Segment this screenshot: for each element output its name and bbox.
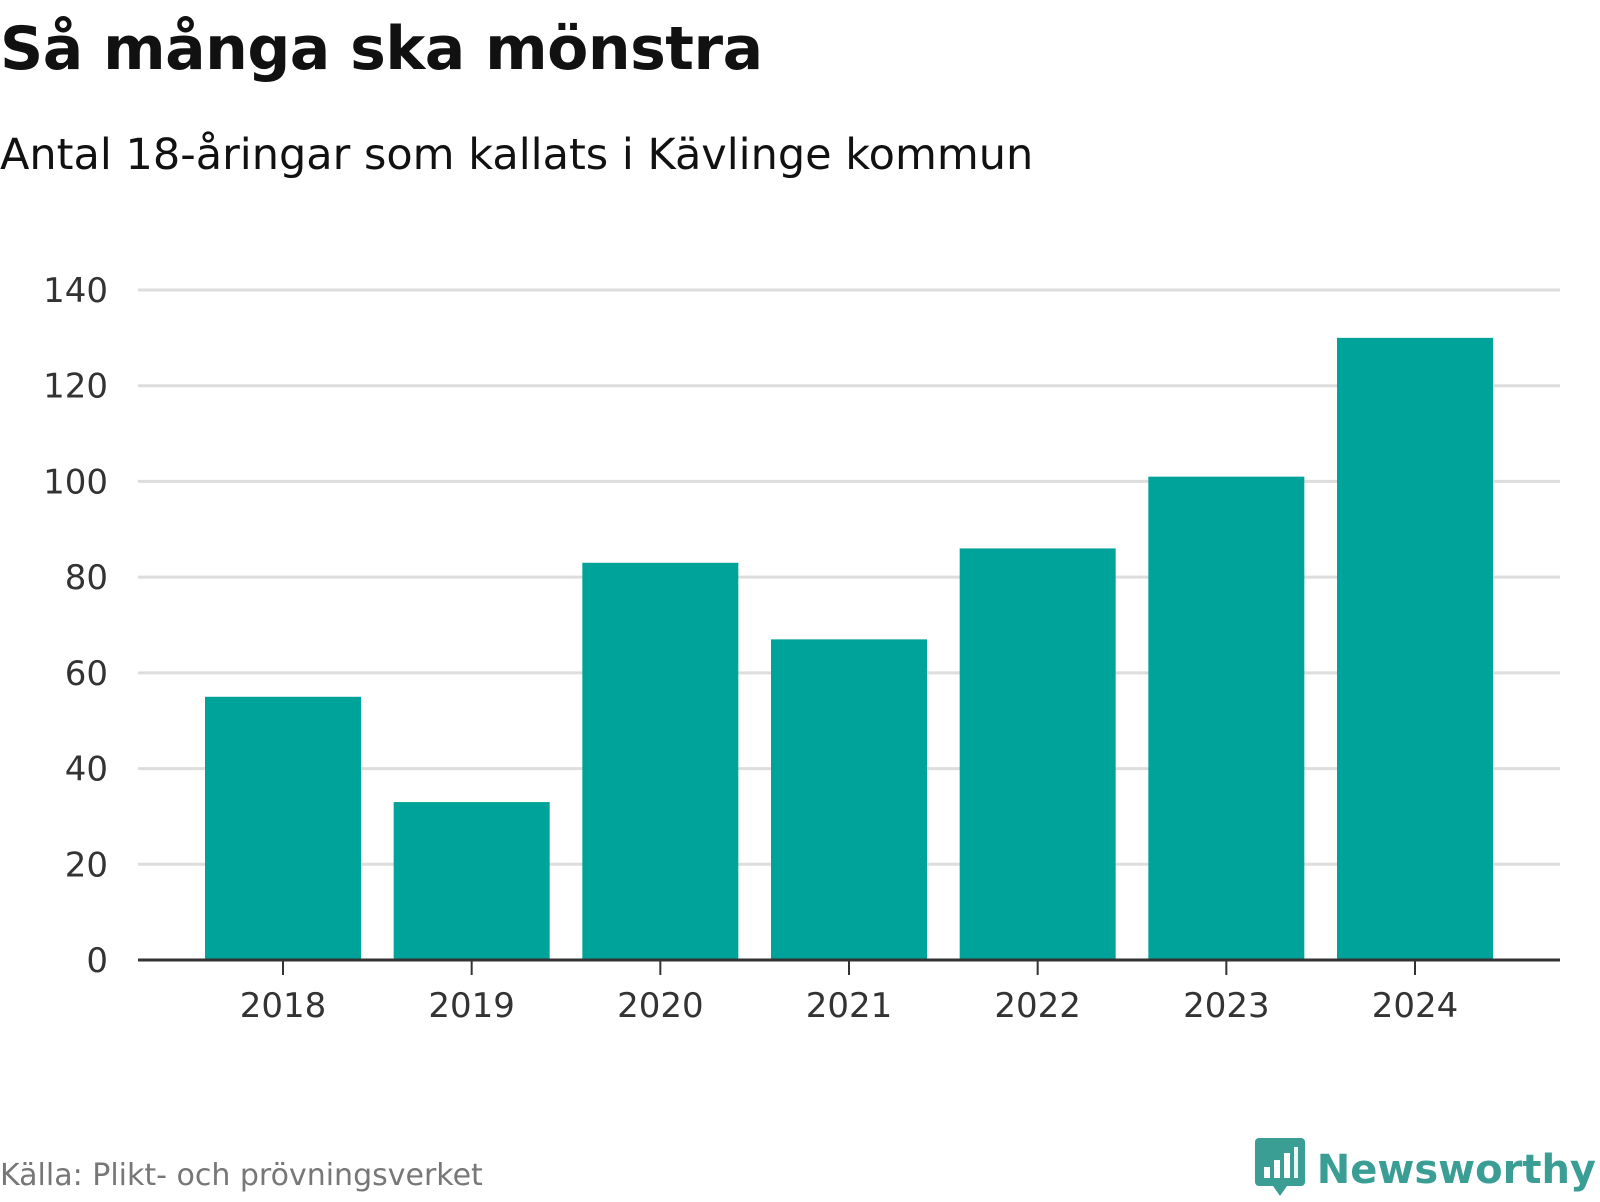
chart-subtitle: Antal 18-åringar som kallats i Kävlinge … bbox=[0, 130, 1034, 180]
bar-2024 bbox=[1337, 337, 1493, 960]
bar-2021 bbox=[771, 639, 927, 960]
y-tick-label: 20 bbox=[65, 845, 108, 885]
y-tick-label: 140 bbox=[43, 271, 108, 311]
bar-2018 bbox=[205, 696, 361, 960]
bar-2022 bbox=[959, 548, 1116, 960]
y-tick-label: 100 bbox=[43, 462, 108, 502]
y-tick-label: 120 bbox=[43, 367, 108, 407]
bar-2023 bbox=[1148, 476, 1305, 960]
x-tick-label: 2018 bbox=[240, 986, 327, 1026]
newsworthy-logo-icon bbox=[1254, 1138, 1305, 1202]
y-tick-label: 60 bbox=[65, 654, 108, 694]
x-tick-label: 2022 bbox=[994, 986, 1081, 1026]
x-tick-label: 2020 bbox=[617, 986, 704, 1026]
x-tick-label: 2019 bbox=[428, 986, 515, 1026]
brand-logo: Newsworthy bbox=[1254, 1138, 1596, 1202]
bars bbox=[205, 337, 1493, 960]
y-tick-labels: 0 20 40 60 80 100 120 140 bbox=[43, 271, 108, 981]
x-tick-label: 2023 bbox=[1183, 986, 1270, 1026]
x-tick-labels: 2018 2019 2020 2021 2022 2023 2024 bbox=[240, 986, 1459, 1026]
source-note: Källa: Plikt- och prövningsverket bbox=[0, 1158, 483, 1193]
y-tick-label: 40 bbox=[65, 750, 108, 790]
x-tick-label: 2021 bbox=[806, 986, 893, 1026]
y-tick-label: 0 bbox=[86, 941, 108, 981]
x-tick-label: 2024 bbox=[1372, 986, 1459, 1026]
x-axis bbox=[138, 958, 1560, 975]
bar-2020 bbox=[582, 562, 739, 960]
y-tick-label: 80 bbox=[65, 558, 108, 598]
bar-2019 bbox=[393, 802, 550, 960]
chart-title: Så många ska mönstra bbox=[0, 14, 763, 84]
brand-name: Newsworthy bbox=[1316, 1147, 1596, 1193]
